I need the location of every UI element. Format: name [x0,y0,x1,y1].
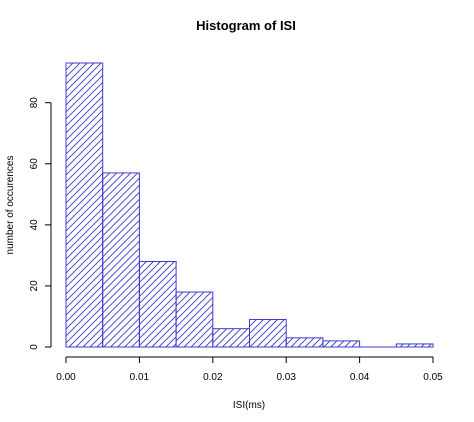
x-tick-label: 0.01 [130,372,150,383]
y-axis-label: number of occurences [5,156,16,255]
bar [65,62,104,348]
x-axis-label: ISI(ms) [233,400,265,411]
bar-hatch [396,343,432,347]
bars-group [65,62,434,348]
bar-outline [395,343,434,348]
x-tick-label: 0.04 [350,372,370,383]
bar-hatch [212,328,250,348]
bar-hatch [176,292,213,347]
bar-hatch [66,63,103,347]
bar [212,328,251,348]
bar-hatch [286,337,323,348]
bar [322,340,361,348]
y-tick-label: 80 [29,97,40,109]
x-tick-label: 0.03 [276,372,296,383]
bar-outline [249,319,287,348]
y-tick-label: 60 [29,158,40,170]
x-tick-label: 0.05 [423,372,443,383]
bar-hatch [139,261,177,348]
bar-outline [102,172,140,348]
x-tick-label: 0.00 [56,372,76,383]
x-tick-label: 0.02 [203,372,223,383]
y-tick-label: 20 [29,280,40,292]
bar [395,343,434,348]
bar-hatch [322,340,360,348]
y-tick-label: 0 [29,344,40,350]
y-tick-label: 40 [29,219,40,231]
bar [249,319,287,348]
bar [102,172,140,348]
bar-hatch [102,172,140,347]
bar [285,337,324,348]
x-axis: 0.00 0.01 0.02 0.03 0.04 0.05 [56,356,443,383]
y-axis: 0 20 40 60 80 [29,97,52,350]
bar-outline [322,340,361,348]
bar [175,291,214,348]
bar-outline [175,291,214,348]
chart-title: Histogram of ISI [196,18,296,33]
